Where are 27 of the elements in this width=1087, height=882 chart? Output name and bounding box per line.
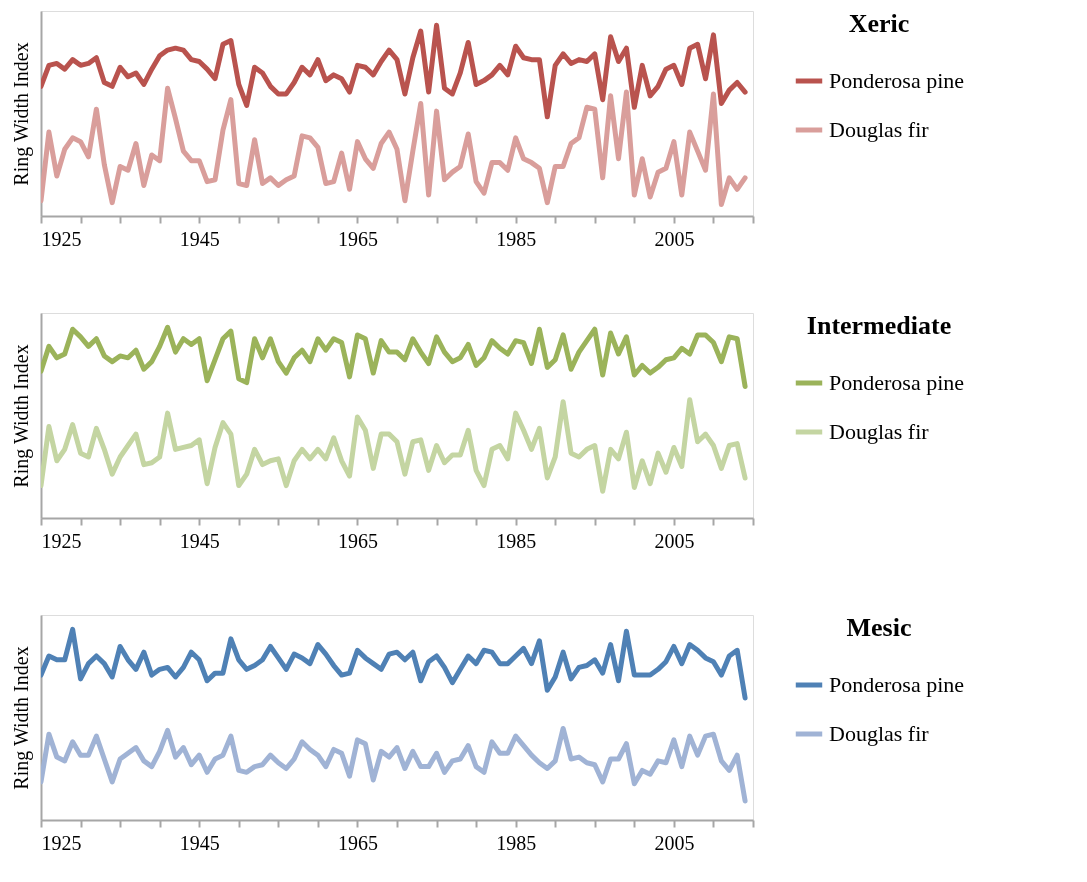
x-tick-label: 2005 [654,227,695,250]
legend-label: Douglas fir [829,721,930,746]
y-axis-title: Ring Width Index [9,646,33,790]
x-tick-label: 1985 [496,227,537,250]
x-tick-label: 1945 [179,529,220,552]
legend-label: Douglas fir [829,117,930,142]
legend-label: Douglas fir [829,419,930,444]
x-tick-label: 1965 [337,227,378,250]
x-tick-label: 1925 [41,529,82,552]
legend-label: Ponderosa pine [829,672,965,697]
x-tick-label: 1945 [179,227,220,250]
x-tick-label: 1965 [337,529,378,552]
x-tick-label: 1965 [337,831,378,854]
x-tick-label: 2005 [654,529,695,552]
x-tick-label: 1925 [41,227,82,250]
legend-label: Ponderosa pine [829,370,965,395]
legend-title: Intermediate [806,311,952,340]
legend-label: Ponderosa pine [829,68,965,93]
y-axis-title: Ring Width Index [9,344,33,488]
x-tick-label: 2005 [654,831,695,854]
legend-title: Mesic [846,613,912,642]
y-axis-title: Ring Width Index [9,42,33,186]
x-tick-label: 1985 [496,831,537,854]
x-tick-label: 1985 [496,529,537,552]
x-tick-label: 1925 [41,831,82,854]
legend-title: Xeric [848,9,910,38]
x-tick-label: 1945 [179,831,220,854]
